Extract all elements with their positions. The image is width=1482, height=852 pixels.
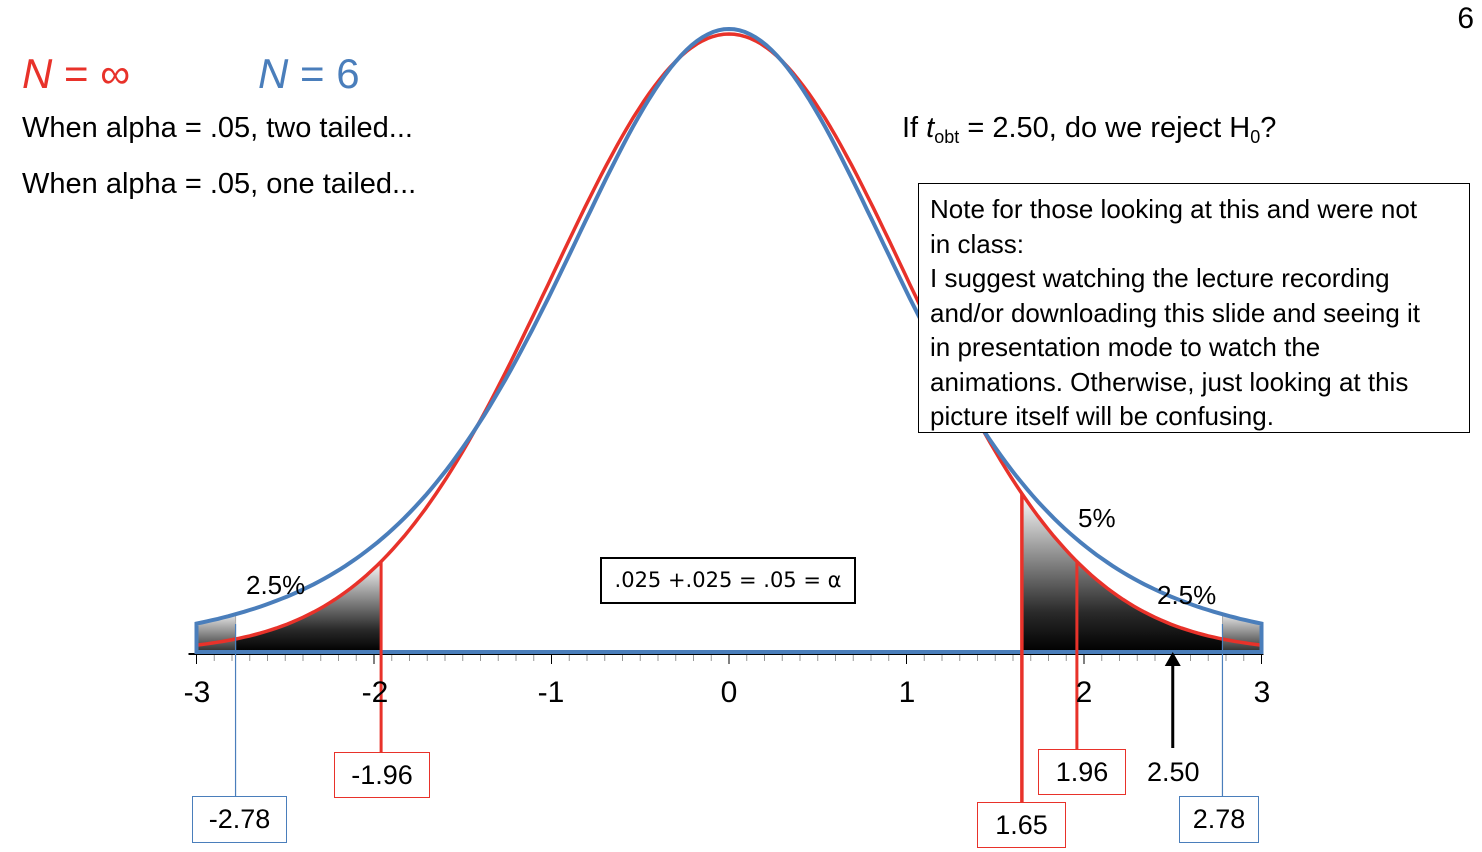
slide-number: 6: [1457, 2, 1474, 35]
alpha-equation: .025 +.025 = .05 = α: [600, 557, 856, 604]
question-h-sub: 0: [1250, 127, 1261, 147]
critical-value-165: 1.65: [977, 802, 1066, 848]
tick-label-neg3: -3: [183, 676, 211, 709]
tick-label-2: 2: [1075, 676, 1093, 709]
note-box: Note for those looking at this and were …: [918, 183, 1470, 433]
tick-label-neg2: -2: [361, 676, 389, 709]
critical-value-neg196: -1.96: [334, 752, 430, 798]
normal-curve: [196, 32, 1262, 647]
question-suffix: ?: [1260, 112, 1277, 144]
one-tail-label: 5%: [1078, 503, 1116, 533]
t-obtained-arrow-head: [1164, 652, 1181, 666]
right-rejection-region: [1021, 493, 1223, 652]
question-prefix: If: [902, 112, 927, 144]
tick-label-neg1: -1: [537, 676, 565, 709]
tick-label-3: 3: [1253, 676, 1271, 709]
question-t-sub: obt: [934, 127, 960, 147]
legend-t-n: N: [258, 50, 289, 97]
t-curve: [194, 26, 1264, 654]
prompt-one-tailed: When alpha = .05, one tailed...: [22, 168, 417, 200]
left-rejection-region: [235, 561, 382, 652]
legend-normal: N = ∞: [22, 50, 130, 98]
question-t: t: [926, 112, 935, 144]
right-tail-label: 2.5%: [1157, 580, 1217, 610]
legend-t: N = 6: [258, 50, 360, 98]
legend-normal-value: = ∞: [52, 50, 131, 97]
left-tail-label: 2.5%: [246, 570, 306, 600]
tick-label-0: 0: [720, 676, 738, 709]
legend-t-value: = 6: [288, 50, 360, 97]
tick-label-1: 1: [898, 676, 916, 709]
question-text: If tobt = 2.50, do we reject H0?: [902, 112, 1276, 148]
critical-value-neg278: -2.78: [192, 796, 287, 843]
t-obtained-label: 2.50: [1147, 757, 1200, 787]
critical-value-196: 1.96: [1038, 749, 1126, 795]
critical-value-278: 2.78: [1179, 796, 1259, 843]
prompt-two-tailed: When alpha = .05, two tailed...: [22, 112, 413, 144]
legend-normal-n: N: [22, 50, 53, 97]
question-middle: = 2.50, do we reject H: [959, 112, 1251, 144]
